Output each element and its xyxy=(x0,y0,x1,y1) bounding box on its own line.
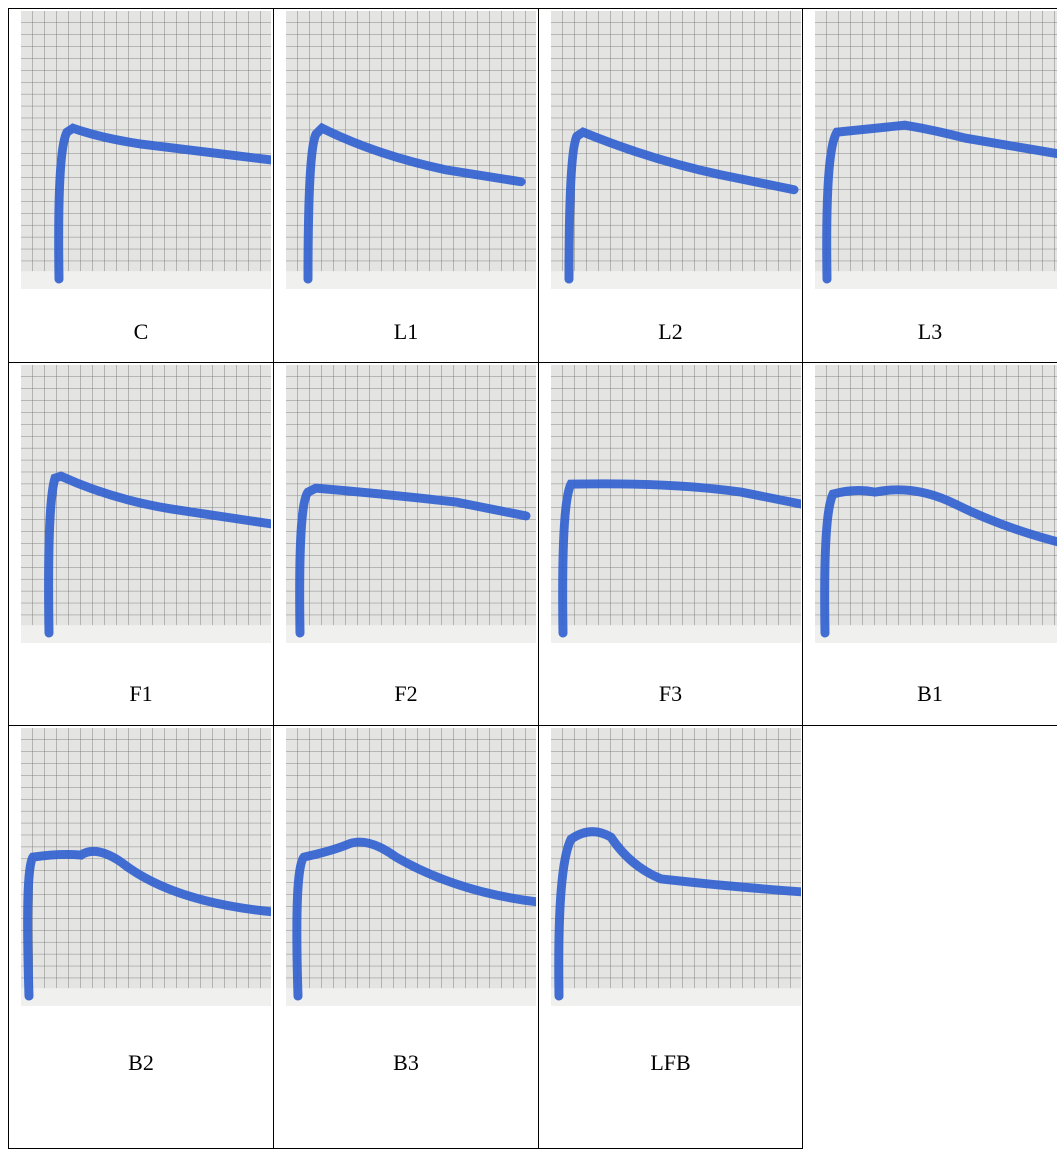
table-cell: F2 xyxy=(273,362,539,726)
cell-label: LFB xyxy=(650,1050,691,1075)
table-cell: B3 xyxy=(273,725,539,1149)
chart-photo xyxy=(21,365,271,643)
table-cell: L2 xyxy=(538,8,803,363)
chart-photo xyxy=(815,365,1057,643)
table-cell: F1 xyxy=(8,362,274,726)
table-cell: B2 xyxy=(8,725,274,1149)
chart-photo xyxy=(551,11,801,289)
table-cell: F3 xyxy=(538,362,803,726)
chart-photo xyxy=(21,11,271,289)
cell-label: L2 xyxy=(658,319,683,344)
table-cell: L3 xyxy=(802,8,1057,363)
chart-photo xyxy=(21,728,271,1006)
chart-photo xyxy=(551,365,801,643)
chart-photo xyxy=(815,11,1057,289)
cell-label: L3 xyxy=(917,319,943,344)
cell-label: F3 xyxy=(658,681,683,706)
cell-label: L1 xyxy=(393,319,419,344)
cell-label: B2 xyxy=(128,1050,154,1075)
chart-photo xyxy=(551,728,801,1006)
cell-label: C xyxy=(133,319,149,344)
cell-label: F2 xyxy=(394,681,418,706)
chart-photo xyxy=(286,11,536,289)
chart-photo xyxy=(286,365,536,643)
cell-label: B1 xyxy=(917,681,943,706)
table-cell: C xyxy=(8,8,274,363)
table-cell: L1 xyxy=(273,8,539,363)
table-cell: LFB xyxy=(538,725,803,1149)
table-cell: B1 xyxy=(802,362,1057,726)
cell-label: F1 xyxy=(129,681,153,706)
chart-photo xyxy=(286,728,536,1006)
cell-label: B3 xyxy=(393,1050,419,1075)
